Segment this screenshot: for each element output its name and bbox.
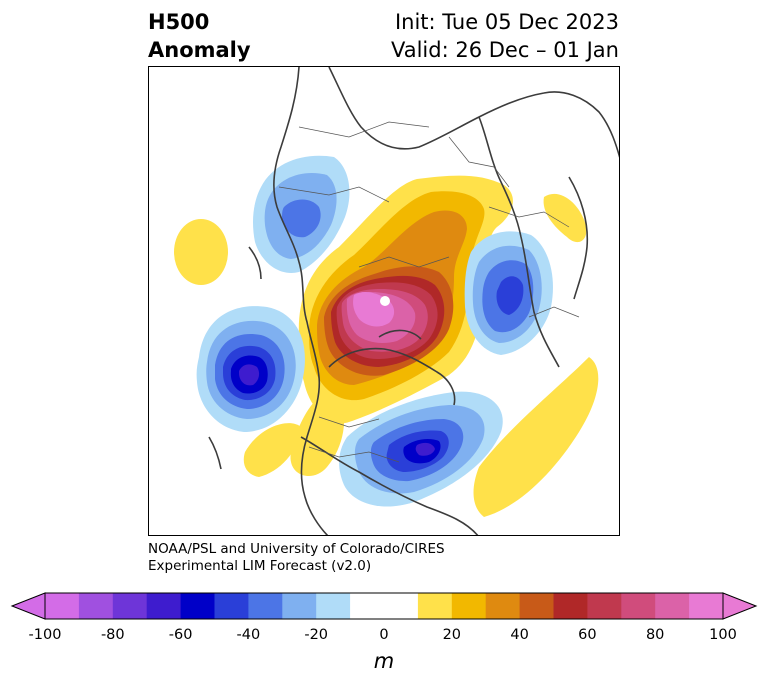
colorbar-segment <box>112 593 148 619</box>
political-borders <box>278 121 580 463</box>
init-date: Init: Tue 05 Dec 2023 <box>394 10 619 34</box>
colorbar-segment <box>417 593 453 619</box>
colorbar-segment <box>214 593 249 619</box>
anomaly-map-svg <box>149 67 619 535</box>
colorbar-tick-label: 0 <box>379 627 389 643</box>
colorbar-border <box>44 592 724 620</box>
positive-anomaly-europe <box>543 193 587 243</box>
colorbar-right-extend <box>722 592 758 620</box>
valid-date: Valid: 26 Dec – 01 Jan <box>390 38 619 62</box>
colorbar-segment <box>350 593 385 619</box>
colorbar-segment <box>485 593 521 619</box>
colorbar-segment <box>316 593 351 619</box>
negative-anomaly-east-asia <box>339 391 503 507</box>
colorbar-segment <box>689 593 724 619</box>
colorbar-left-extend <box>10 592 46 620</box>
colorbar-tick-label: -80 <box>100 627 125 643</box>
colorbar-segment <box>78 593 114 619</box>
title-line-2: Anomaly <box>148 38 251 62</box>
colorbar-segment <box>45 593 80 619</box>
colorbar-segment <box>180 593 215 619</box>
map-title: H500 Anomaly <box>148 8 251 64</box>
colorbar-segments <box>45 593 724 619</box>
negative-anomaly-asia <box>253 155 350 273</box>
colorbar-tick-label: 60 <box>578 627 597 643</box>
colorbar-segment <box>553 593 588 619</box>
credit-text: NOAA/PSL and University of Colorado/CIRE… <box>148 541 445 575</box>
coastlines <box>208 67 619 535</box>
negative-anomaly-pacific <box>196 306 305 432</box>
negative-anomaly-siberia <box>464 231 553 355</box>
positive-anomaly-atlantic <box>473 357 599 517</box>
positive-anomaly-pacific <box>174 219 228 285</box>
colorbar-tick-label: -60 <box>168 627 193 643</box>
colorbar-segment <box>248 593 283 619</box>
colorbar-tick-label: -100 <box>28 627 62 643</box>
colorbar-tick-label: -40 <box>236 627 261 643</box>
colorbar <box>10 592 758 620</box>
positive-anomaly-arctic <box>298 175 513 424</box>
colorbar-segment <box>282 593 317 619</box>
colorbar-tick-label: 40 <box>510 627 529 643</box>
colorbar-segment <box>655 593 690 619</box>
colorbar-tick-label: 100 <box>709 627 737 643</box>
colorbar-segment <box>146 593 182 619</box>
colorbar-tick-label: -20 <box>304 627 329 643</box>
colorbar-segment <box>587 593 622 619</box>
colorbar-tick-label: 80 <box>645 627 665 643</box>
forecast-dates: Init: Tue 05 Dec 2023 Valid: 26 Dec – 01… <box>391 8 619 64</box>
credit-line-1: NOAA/PSL and University of Colorado/CIRE… <box>148 541 445 557</box>
colorbar-segment <box>621 593 656 619</box>
credit-line-2: Experimental LIM Forecast (v2.0) <box>148 558 372 574</box>
title-line-1: H500 <box>148 10 210 34</box>
colorbar-segment <box>451 593 487 619</box>
colorbar-unit: m <box>373 649 395 673</box>
colorbar-tick-label: 20 <box>442 627 462 643</box>
anomaly-map <box>148 66 620 536</box>
colorbar-segment <box>519 593 554 619</box>
colorbar-segment <box>384 593 419 619</box>
